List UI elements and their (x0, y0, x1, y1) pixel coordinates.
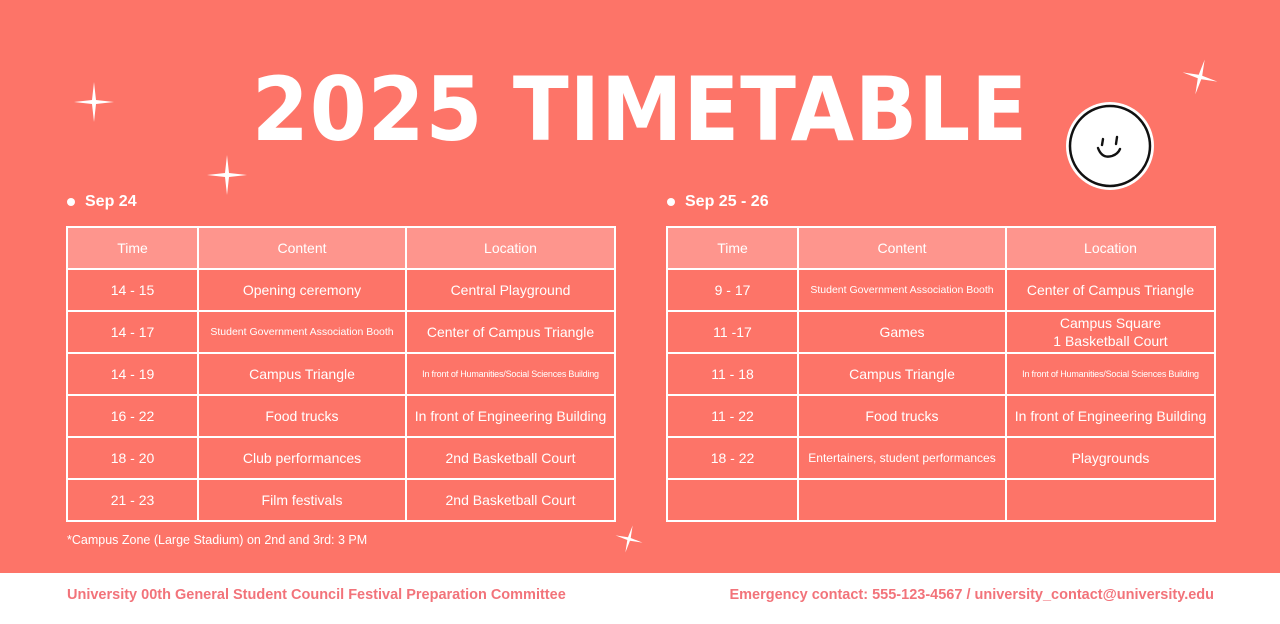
location-cell: In front of Humanities/Social Sciences B… (1005, 352, 1216, 396)
bullet-icon (67, 198, 75, 206)
schedule-table-sep-24: Time Content Location 14 - 15 Opening ce… (66, 226, 616, 522)
footer: University 00th General Student Council … (0, 573, 1280, 624)
table-row: 16 - 22 Food trucks In front of Engineer… (66, 394, 616, 438)
table-header-row: Time Content Location (66, 226, 616, 270)
time-cell: 14 - 17 (66, 310, 199, 354)
sparkle-icon (612, 522, 646, 556)
table-header-row: Time Content Location (666, 226, 1216, 270)
table-row: 11 - 18 Campus Triangle In front of Huma… (666, 352, 1216, 396)
content-cell (797, 478, 1007, 522)
table-row-empty (666, 478, 1216, 522)
location-cell: Playgrounds (1005, 436, 1216, 480)
column-header-time: Time (66, 226, 199, 270)
location-cell: 2nd Basketball Court (405, 436, 616, 480)
content-cell: Student Government Association Booth (797, 268, 1007, 312)
organizer-text: University 00th General Student Council … (67, 587, 566, 603)
column-header-content: Content (797, 226, 1007, 270)
time-cell: 14 - 19 (66, 352, 199, 396)
location-cell: In front of Engineering Building (1005, 394, 1216, 438)
content-cell: Campus Triangle (197, 352, 407, 396)
time-cell: 11 - 18 (666, 352, 799, 396)
content-cell: Opening ceremony (197, 268, 407, 312)
location-cell: In front of Humanities/Social Sciences B… (405, 352, 616, 396)
column-header-location: Location (405, 226, 616, 270)
sparkle-icon (1178, 55, 1222, 99)
emergency-contact-text: Emergency contact: 555-123-4567 / univer… (729, 587, 1214, 603)
content-cell: Campus Triangle (797, 352, 1007, 396)
column-header-time: Time (666, 226, 799, 270)
table-row: 14 - 17 Student Government Association B… (66, 310, 616, 354)
section-label-sep-25-26: Sep 25 - 26 (667, 193, 769, 211)
table-row: 11 - 22 Food trucks In front of Engineer… (666, 394, 1216, 438)
table-row: 14 - 15 Opening ceremony Central Playgro… (66, 268, 616, 312)
table-row: 18 - 22 Entertainers, student performanc… (666, 436, 1216, 480)
time-cell: 18 - 22 (666, 436, 799, 480)
time-cell: 18 - 20 (66, 436, 199, 480)
bullet-icon (667, 198, 675, 206)
timetable-poster: 2025 TIMETABLE Sep 24 Time Content Locat… (0, 0, 1280, 573)
content-cell: Games (797, 310, 1007, 354)
location-cell (1005, 478, 1216, 522)
section-date: Sep 24 (85, 193, 137, 210)
location-cell: Central Playground (405, 268, 616, 312)
schedule-table-sep-25-26: Time Content Location 9 - 17 Student Gov… (666, 226, 1216, 522)
table-row: 11 -17 Games Campus Square 1 Basketball … (666, 310, 1216, 354)
table-row: 18 - 20 Club performances 2nd Basketball… (66, 436, 616, 480)
column-header-location: Location (1005, 226, 1216, 270)
column-header-content: Content (197, 226, 407, 270)
time-cell: 11 - 22 (666, 394, 799, 438)
content-cell: Film festivals (197, 478, 407, 522)
location-cell: Center of Campus Triangle (405, 310, 616, 354)
content-cell: Entertainers, student performances (797, 436, 1007, 480)
location-cell: In front of Engineering Building (405, 394, 616, 438)
sparkle-icon (207, 155, 247, 195)
content-cell: Food trucks (197, 394, 407, 438)
location-cell: 2nd Basketball Court (405, 478, 616, 522)
footnote: *Campus Zone (Large Stadium) on 2nd and … (67, 533, 368, 547)
table-row: 14 - 19 Campus Triangle In front of Huma… (66, 352, 616, 396)
time-cell: 16 - 22 (66, 394, 199, 438)
location-line: Campus Square (1059, 315, 1162, 331)
content-cell: Food trucks (797, 394, 1007, 438)
content-cell: Student Government Association Booth (197, 310, 407, 354)
section-label-sep-24: Sep 24 (67, 193, 137, 211)
content-cell: Club performances (197, 436, 407, 480)
time-cell: 11 -17 (666, 310, 799, 354)
table-row: 21 - 23 Film festivals 2nd Basketball Co… (66, 478, 616, 522)
location-cell: Campus Square 1 Basketball Court (1005, 310, 1216, 354)
time-cell: 14 - 15 (66, 268, 199, 312)
table-row: 9 - 17 Student Government Association Bo… (666, 268, 1216, 312)
time-cell (666, 478, 799, 522)
section-date: Sep 25 - 26 (685, 193, 769, 210)
location-line: 1 Basketball Court (1053, 333, 1168, 349)
page-title: 2025 TIMETABLE (251, 58, 1029, 161)
time-cell: 9 - 17 (666, 268, 799, 312)
smiley-face-icon (1065, 101, 1155, 191)
location-cell: Center of Campus Triangle (1005, 268, 1216, 312)
time-cell: 21 - 23 (66, 478, 199, 522)
sparkle-icon (74, 82, 114, 122)
